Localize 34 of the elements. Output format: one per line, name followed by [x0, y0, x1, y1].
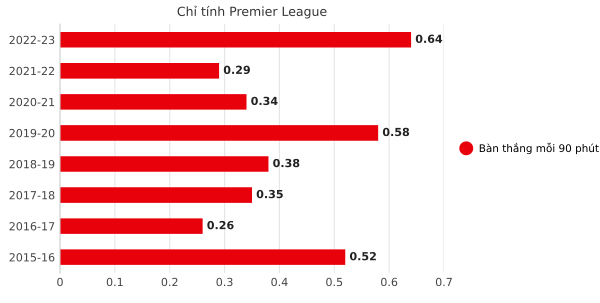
y-tick-label: 2022-23 — [10, 36, 54, 44]
y-tick-label: 2015-16 — [10, 253, 54, 262]
x-tick-label: 0.5 — [326, 278, 342, 286]
bar — [60, 32, 412, 48]
data-label: 0.26 — [207, 220, 234, 230]
bar — [60, 218, 203, 234]
legend-label: Bàn thắng mỗi 90 phút — [480, 142, 599, 154]
chart-title: Chỉ tính Premier League — [178, 6, 326, 19]
x-tick-label: 0.2 — [162, 278, 178, 286]
y-tick-label: 2021-22 — [10, 66, 54, 76]
data-label: 0.29 — [224, 66, 250, 74]
data-label: 0.64 — [416, 34, 442, 43]
bar — [60, 63, 220, 79]
y-tick-label: 2016-17 — [10, 222, 54, 230]
data-label: 0.58 — [382, 128, 410, 136]
data-label: 0.38 — [273, 158, 300, 168]
x-tick-label: 0.4 — [271, 278, 288, 286]
data-label: 0.35 — [256, 190, 283, 198]
bar — [60, 94, 247, 110]
y-tick-label: 2018-19 — [10, 160, 54, 168]
y-tick-label: 2017-18 — [10, 191, 54, 200]
y-tick-label: 2020-21 — [10, 98, 54, 106]
x-tick-label: 0.1 — [106, 278, 123, 286]
x-tick-label: 0.6 — [381, 278, 398, 286]
data-label: 0.34 — [251, 96, 278, 106]
x-tick-label: 0.3 — [216, 278, 233, 286]
bar — [60, 125, 378, 141]
bar — [60, 187, 252, 203]
bar — [60, 156, 268, 172]
data-label: 0.52 — [350, 252, 376, 260]
x-tick-label: 0.7 — [436, 278, 452, 286]
y-tick-label: 2019-20 — [10, 128, 54, 138]
bar — [60, 249, 346, 265]
x-tick-label: 0 — [57, 278, 63, 286]
